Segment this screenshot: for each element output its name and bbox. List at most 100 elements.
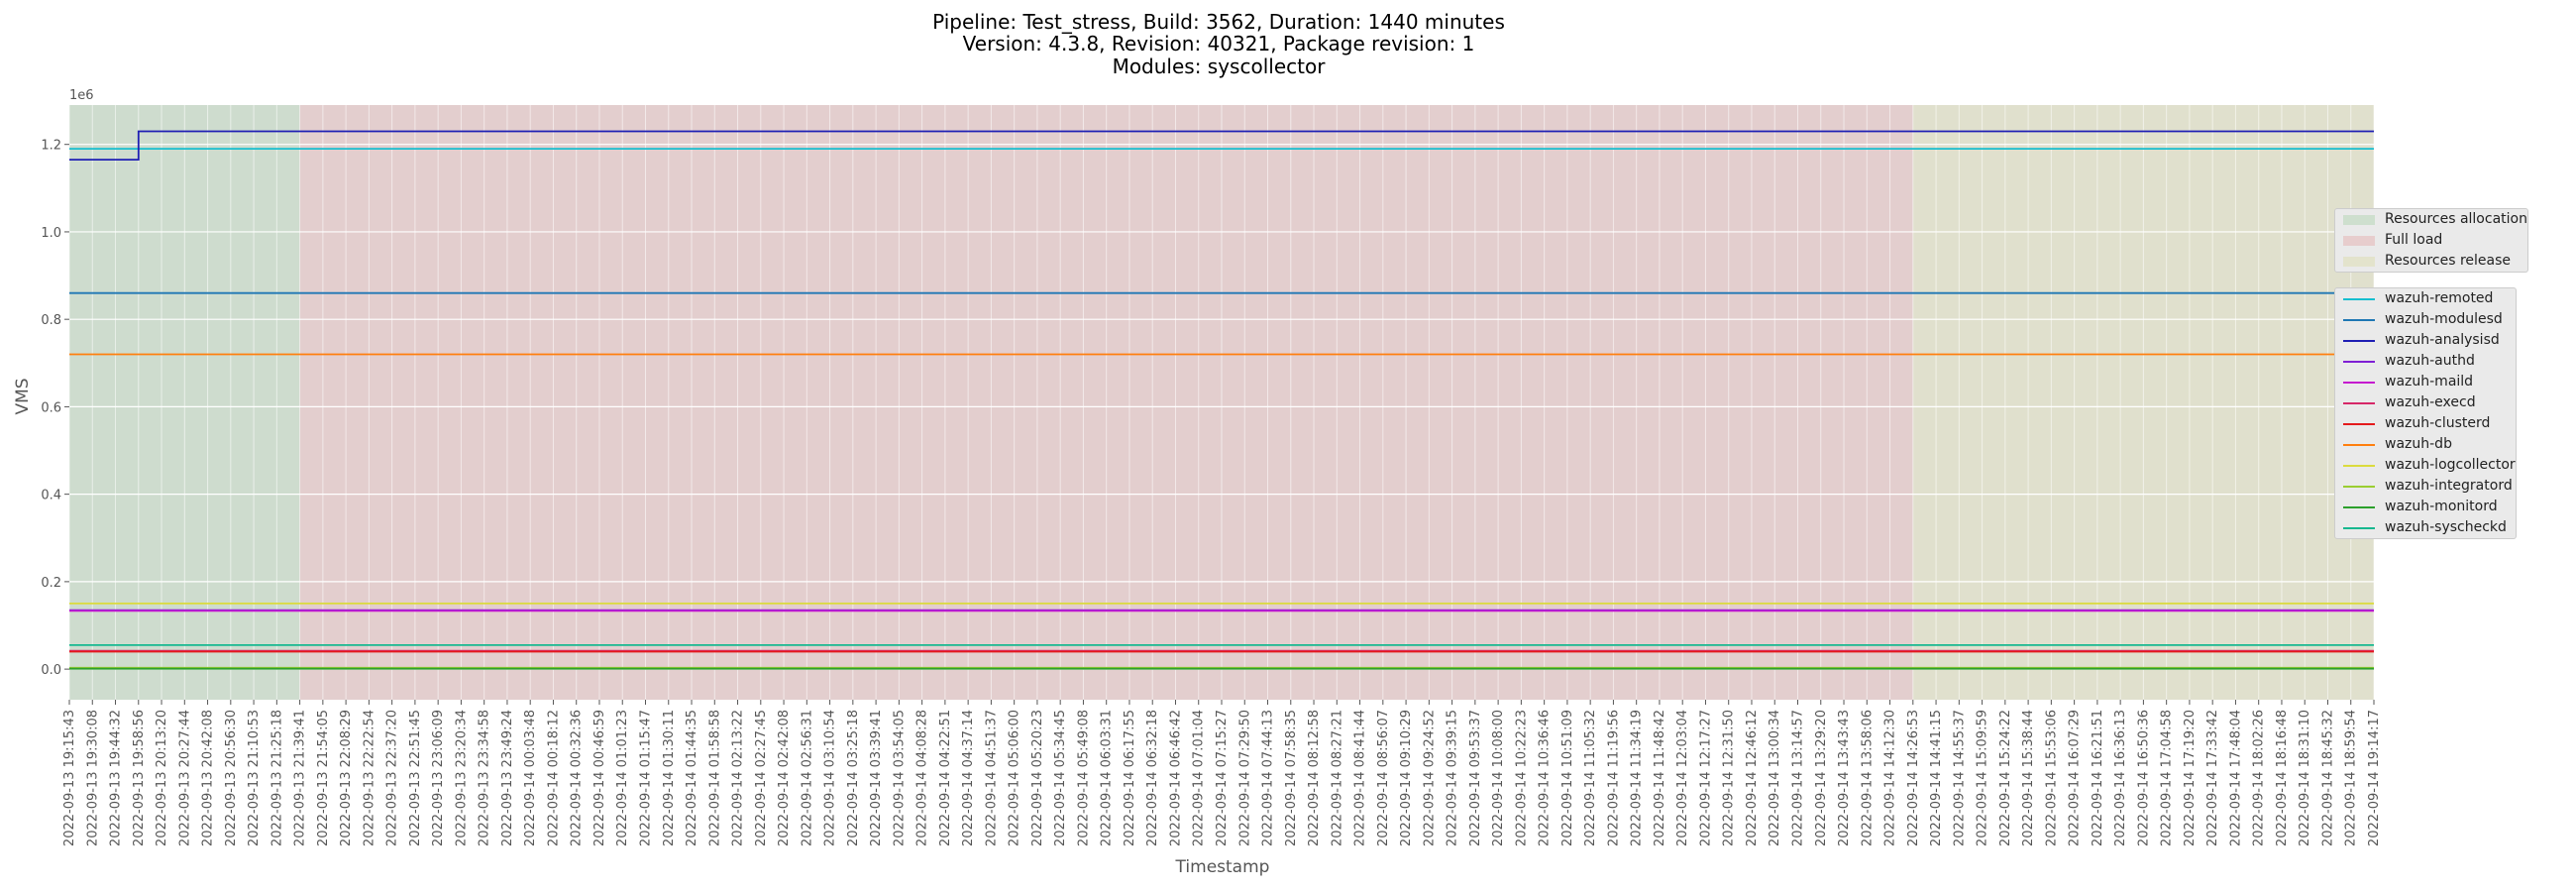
legend-line xyxy=(2343,506,2375,508)
legend-label: wazuh-execd xyxy=(2385,394,2476,410)
legend-item-wazuh-execd: wazuh-execd xyxy=(2335,392,2516,413)
legend-line xyxy=(2343,319,2375,321)
x-tick-label: 2022-09-13 22:08:29 xyxy=(339,710,354,846)
x-tick-label: 2022-09-14 08:12:58 xyxy=(1307,710,1322,846)
legend-label: wazuh-syscheckd xyxy=(2385,519,2507,535)
legend-label: wazuh-modulesd xyxy=(2385,311,2503,327)
x-tick-label: 2022-09-14 17:19:20 xyxy=(2183,710,2198,846)
x-axis-label: Timestamp xyxy=(1175,857,1270,877)
legend-line xyxy=(2343,298,2375,300)
x-tick-label: 2022-09-14 18:59:54 xyxy=(2344,710,2359,846)
legend-swatch xyxy=(2343,236,2375,246)
x-tick-label: 2022-09-13 20:56:30 xyxy=(224,710,239,846)
y-tick-label: 0.8 xyxy=(41,313,61,328)
x-tick-label: 2022-09-14 08:41:44 xyxy=(1353,710,1368,846)
x-tick-label: 2022-09-14 13:00:34 xyxy=(1768,710,1782,846)
legend-series: wazuh-remoted wazuh-modulesd wazuh-analysi… xyxy=(2334,287,2517,539)
x-tick-label: 2022-09-13 23:20:34 xyxy=(454,710,469,846)
legend-swatch xyxy=(2343,257,2375,267)
x-tick-label: 2022-09-14 13:14:57 xyxy=(1791,710,1806,846)
legend-line xyxy=(2343,444,2375,446)
legend-item-resources-release: Resources release xyxy=(2335,251,2527,272)
legend-label: wazuh-logcollector xyxy=(2385,457,2516,473)
x-tick-label: 2022-09-14 18:31:10 xyxy=(2298,710,2312,846)
x-tick-label: 2022-09-14 06:03:31 xyxy=(1100,710,1115,846)
legend-label: wazuh-monitord xyxy=(2385,499,2498,514)
x-tick-label: 2022-09-14 13:43:43 xyxy=(1837,710,1852,846)
x-tick-label: 2022-09-14 07:29:50 xyxy=(1237,710,1252,846)
x-tick-label: 2022-09-14 18:02:26 xyxy=(2252,710,2267,846)
x-tick-label: 2022-09-14 12:17:27 xyxy=(1698,710,1713,846)
legend-item-wazuh-maild: wazuh-maild xyxy=(2335,372,2516,392)
series-lines xyxy=(69,130,2374,670)
x-tick-label: 2022-09-14 18:45:32 xyxy=(2320,710,2335,846)
axes: 2022-09-13 19:15:43 2022-09-13 19:30:08 20… xyxy=(41,139,2382,846)
legend-label: Resources allocation xyxy=(2385,211,2527,227)
legend-line xyxy=(2343,486,2375,488)
x-tick-label: 2022-09-14 11:48:42 xyxy=(1653,710,1667,846)
x-tick-label: 2022-09-14 13:58:06 xyxy=(1860,710,1875,846)
x-tick-label: 2022-09-13 23:49:24 xyxy=(500,710,515,846)
x-tick-label: 2022-09-14 04:37:14 xyxy=(961,710,976,846)
x-tick-label: 2022-09-13 19:30:08 xyxy=(85,710,100,846)
x-tick-label: 2022-09-14 06:17:55 xyxy=(1123,710,1137,846)
x-tick-label: 2022-09-14 08:56:07 xyxy=(1376,710,1391,846)
legend-label: wazuh-maild xyxy=(2385,374,2474,390)
x-tick-label: 2022-09-14 10:36:46 xyxy=(1538,710,1553,846)
x-tick-label: 2022-09-14 16:50:36 xyxy=(2136,710,2151,846)
x-tick-label: 2022-09-13 23:06:09 xyxy=(431,710,446,846)
legend-label: wazuh-analysisd xyxy=(2385,332,2500,348)
x-tick-label: 2022-09-14 03:25:18 xyxy=(846,710,861,846)
legend-label: wazuh-remoted xyxy=(2385,290,2494,306)
legend-line xyxy=(2343,527,2375,529)
x-tick-label: 2022-09-14 02:56:31 xyxy=(800,710,814,846)
x-tick-label: 2022-09-13 19:58:56 xyxy=(132,710,147,846)
x-tick-label: 2022-09-14 18:16:48 xyxy=(2275,710,2290,846)
x-tick-label: 2022-09-14 07:44:13 xyxy=(1261,710,1276,846)
x-tick-label: 2022-09-14 11:05:32 xyxy=(1583,710,1598,846)
x-tick-label: 2022-09-14 07:15:27 xyxy=(1215,710,1230,846)
x-tick-label: 2022-09-14 02:42:08 xyxy=(777,710,792,846)
x-tick-label: 2022-09-13 22:37:20 xyxy=(385,710,400,846)
legend-item-wazuh-authd: wazuh-authd xyxy=(2335,351,2516,372)
x-tick-label: 2022-09-14 17:33:42 xyxy=(2205,710,2220,846)
x-tick-label: 2022-09-13 19:44:32 xyxy=(109,710,124,846)
x-tick-label: 2022-09-14 04:22:51 xyxy=(938,710,953,846)
legend-line xyxy=(2343,382,2375,384)
x-tick-label: 2022-09-14 16:21:51 xyxy=(2091,710,2105,846)
legend-phases: Resources allocation Full load Resources r… xyxy=(2334,208,2528,273)
x-tick-label: 2022-09-14 00:03:48 xyxy=(523,710,538,846)
x-tick-label: 2022-09-14 15:24:22 xyxy=(1998,710,2013,846)
legend-item-wazuh-logcollector: wazuh-logcollector xyxy=(2335,455,2516,476)
x-tick-label: 2022-09-14 17:48:04 xyxy=(2228,710,2243,846)
x-tick-label: 2022-09-14 11:19:56 xyxy=(1606,710,1621,846)
x-tick-label: 2022-09-14 05:49:08 xyxy=(1076,710,1091,846)
x-tick-label: 2022-09-13 21:39:41 xyxy=(293,710,308,846)
x-tick-label: 2022-09-14 09:24:52 xyxy=(1422,710,1437,846)
x-tick-label: 2022-09-13 20:13:20 xyxy=(155,710,169,846)
x-tick-label: 2022-09-14 03:39:41 xyxy=(869,710,884,846)
legend-item-wazuh-monitord: wazuh-monitord xyxy=(2335,497,2516,517)
x-tick-label: 2022-09-14 13:29:20 xyxy=(1814,710,1829,846)
legend-item-wazuh-clusterd: wazuh-clusterd xyxy=(2335,413,2516,434)
x-tick-label: 2022-09-14 10:51:09 xyxy=(1560,710,1575,846)
legend-item-wazuh-db: wazuh-db xyxy=(2335,434,2516,455)
x-tick-label: 2022-09-14 00:46:59 xyxy=(592,710,607,846)
x-tick-label: 2022-09-14 03:54:05 xyxy=(892,710,907,846)
legend-label: wazuh-authd xyxy=(2385,353,2475,369)
x-tick-label: 2022-09-14 01:15:47 xyxy=(639,710,654,846)
x-tick-label: 2022-09-13 22:51:45 xyxy=(408,710,423,846)
legend-swatch xyxy=(2343,215,2375,225)
legend-line xyxy=(2343,423,2375,425)
x-tick-label: 2022-09-14 01:01:23 xyxy=(615,710,630,846)
x-tick-label: 2022-09-13 20:42:08 xyxy=(201,710,216,846)
x-tick-label: 2022-09-14 08:27:21 xyxy=(1330,710,1344,846)
legend-label: Full load xyxy=(2385,232,2443,248)
y-axis-label: VMS xyxy=(13,378,33,414)
x-tick-label: 2022-09-14 09:53:37 xyxy=(1468,710,1483,846)
x-tick-label: 2022-09-14 10:22:23 xyxy=(1514,710,1529,846)
legend-item-wazuh-integratord: wazuh-integratord xyxy=(2335,476,2516,497)
legend-label: Resources release xyxy=(2385,253,2511,269)
x-tick-label: 2022-09-14 16:36:13 xyxy=(2113,710,2128,846)
